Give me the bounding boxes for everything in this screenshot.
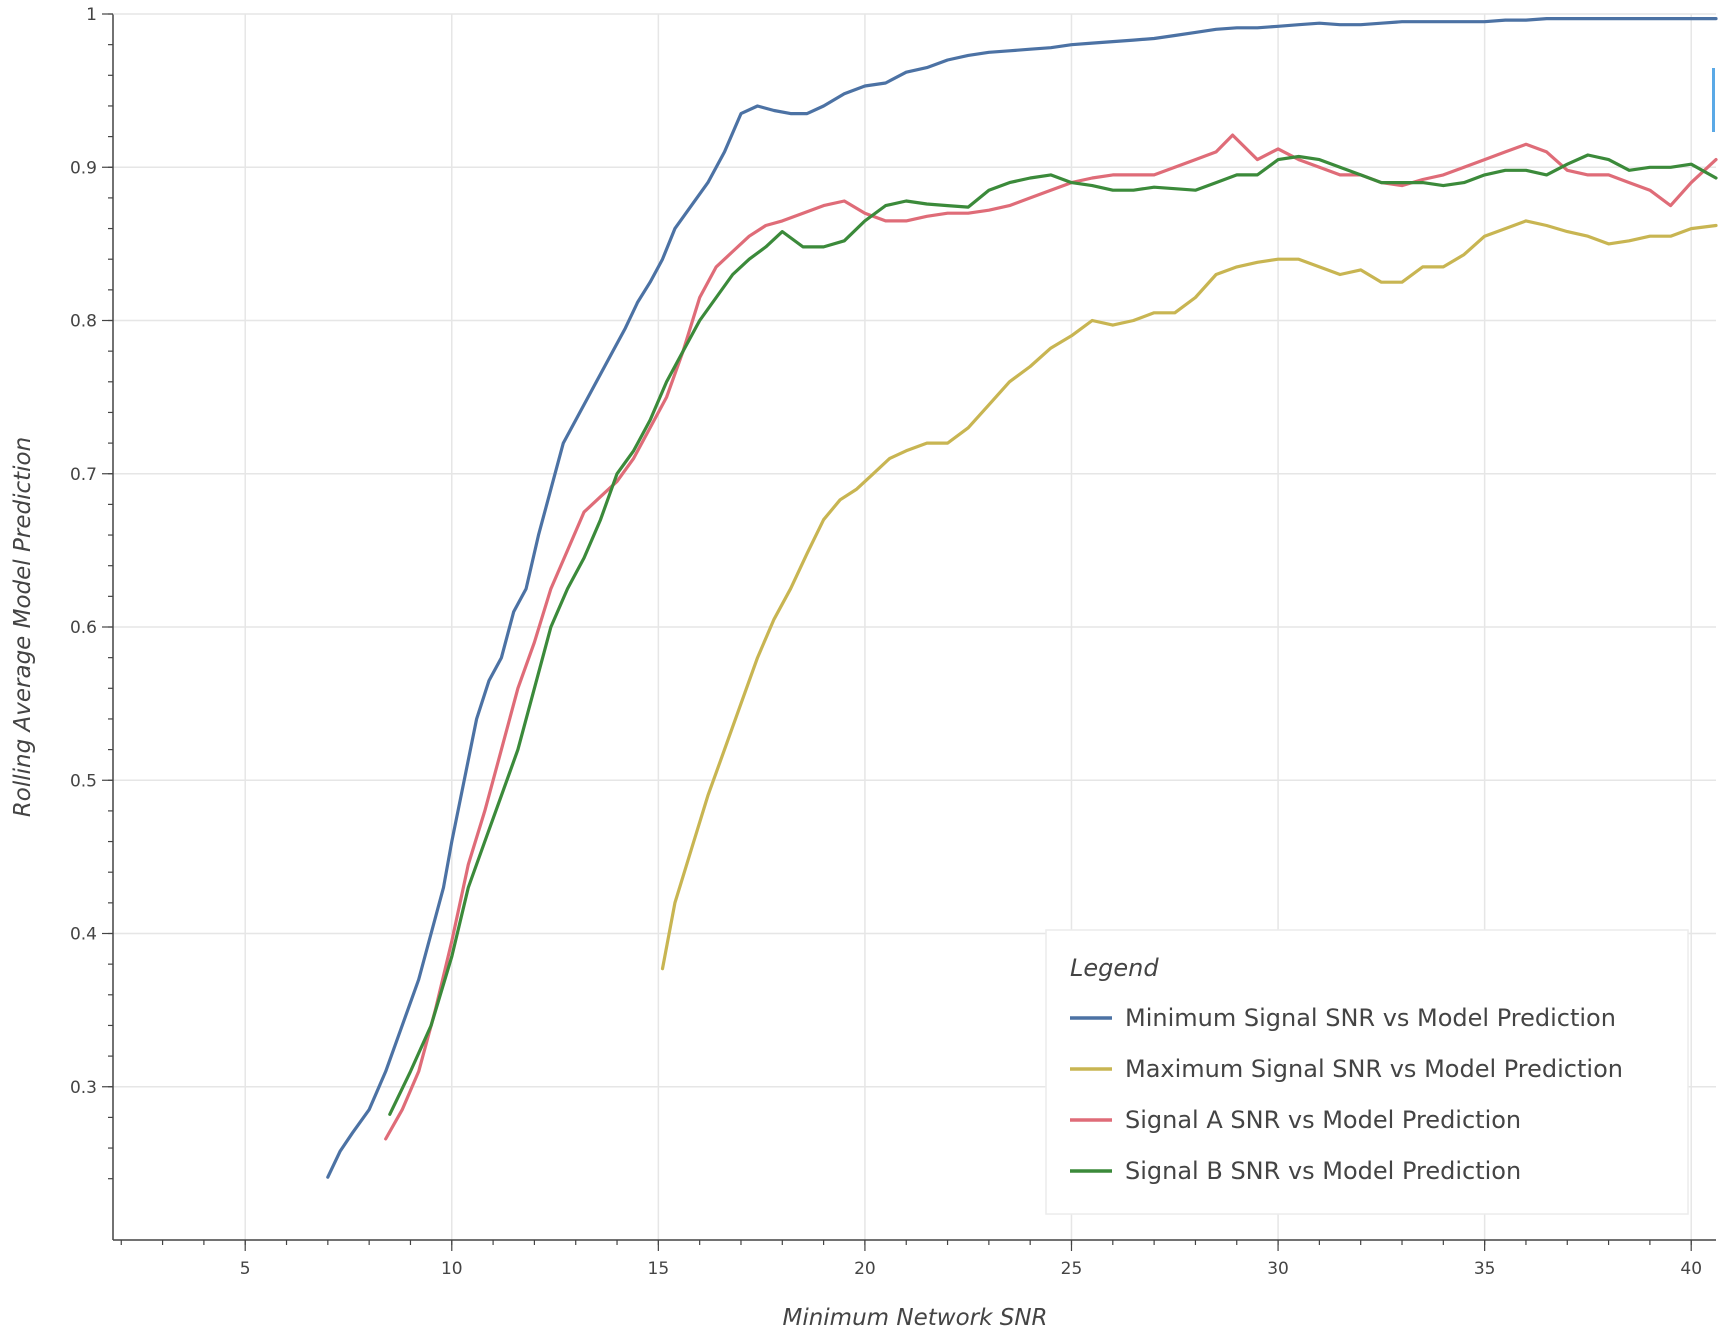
scroll-indicator bbox=[1712, 68, 1715, 132]
x-ticks: 5 10 15 20 25 30 35 40 bbox=[120, 1240, 1702, 1279]
y-tick-label: 0.4 bbox=[70, 925, 97, 945]
y-axis-title: Rolling Average Model Prediction bbox=[10, 437, 36, 817]
y-ticks: 0.3 0.4 0.5 0.6 0.7 0.8 0.9 1 bbox=[70, 5, 113, 1180]
y-tick-label: 0.3 bbox=[70, 1078, 97, 1098]
y-tick-label: 0.8 bbox=[70, 312, 97, 332]
legend-label: Maximum Signal SNR vs Model Prediction bbox=[1125, 1055, 1623, 1083]
legend: Legend Minimum Signal SNR vs Model Predi… bbox=[1045, 929, 1689, 1215]
y-tick-label: 0.7 bbox=[70, 465, 97, 485]
legend-label: Minimum Signal SNR vs Model Prediction bbox=[1125, 1004, 1616, 1032]
y-tick-label: 0.5 bbox=[70, 771, 97, 791]
x-tick-label: 20 bbox=[854, 1259, 876, 1279]
series-line-3 bbox=[384, 133, 1718, 1141]
x-tick-label: 10 bbox=[441, 1259, 463, 1279]
x-axis-title: Minimum Network SNR bbox=[782, 1305, 1047, 1331]
x-tick-label: 15 bbox=[648, 1259, 670, 1279]
y-tick-label: 0.6 bbox=[70, 618, 97, 638]
legend-box bbox=[1045, 929, 1689, 1215]
legend-label: Signal A SNR vs Model Prediction bbox=[1125, 1106, 1521, 1134]
x-tick-label: 35 bbox=[1474, 1259, 1496, 1279]
series-lines bbox=[326, 17, 1718, 1179]
x-tick-label: 5 bbox=[240, 1259, 251, 1279]
series-line-2 bbox=[660, 219, 1718, 971]
x-tick-label: 40 bbox=[1680, 1259, 1702, 1279]
series-line-1 bbox=[326, 17, 1718, 1179]
x-tick-label: 25 bbox=[1061, 1259, 1083, 1279]
y-tick-label: 0.9 bbox=[70, 158, 97, 178]
legend-title: Legend bbox=[1070, 954, 1159, 982]
x-tick-label: 30 bbox=[1267, 1259, 1289, 1279]
series-line-4 bbox=[388, 153, 1718, 1116]
grid-lines bbox=[113, 13, 1716, 1240]
legend-label: Signal B SNR vs Model Prediction bbox=[1125, 1157, 1521, 1185]
y-tick-label: 1 bbox=[86, 5, 97, 25]
